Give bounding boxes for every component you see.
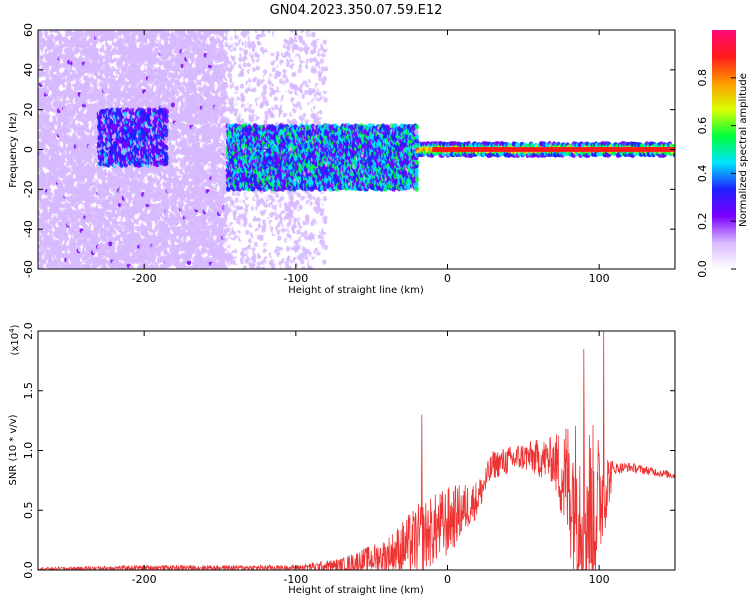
heatmap-cell (45, 67, 49, 72)
heatmap-cell (175, 91, 179, 96)
heatmap-cell (48, 239, 52, 244)
heatmap-cells (36, 27, 677, 271)
figure-title: GN04.2023.350.07.59.E12 (270, 3, 443, 18)
heatmap-cell (67, 84, 71, 89)
heatmap-cell (113, 230, 117, 235)
heatmap-cell (48, 225, 52, 230)
heatmap-cell (39, 32, 43, 37)
heatmap-cell (59, 68, 63, 73)
